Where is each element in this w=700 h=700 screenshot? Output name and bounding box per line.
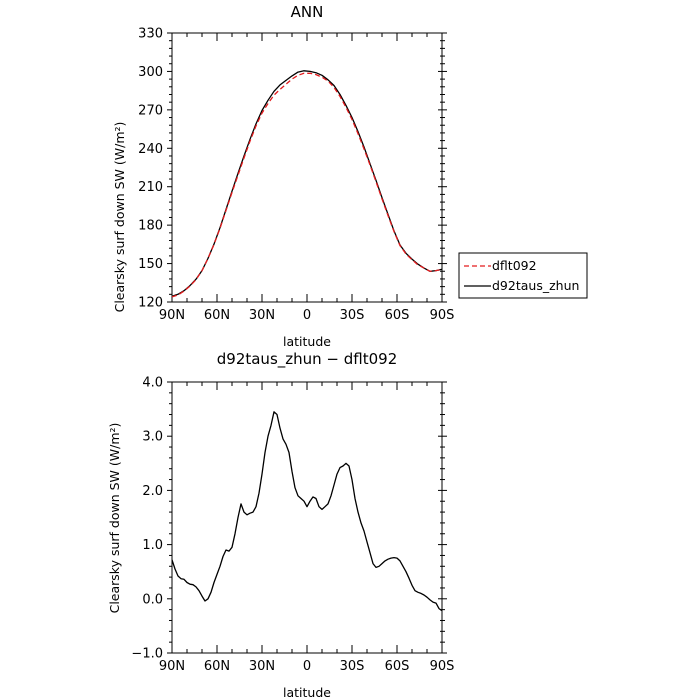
legend-label-dflt092: dflt092	[492, 258, 537, 273]
bottom-chart-y-tick-label: 3.0	[142, 430, 163, 445]
bottom-chart-y-axis-label: Clearsky surf down SW (W/m²)	[107, 423, 122, 614]
bottom-chart-x-tick-label: 60N	[204, 659, 230, 674]
bottom-chart-panel: d92taus_zhun − dflt092 90N 60N 30N 0 30S 60S 9…	[107, 350, 454, 700]
top-chart-x-tick-label: 30S	[340, 308, 365, 323]
top-chart-x-axis-label: latitude	[283, 334, 331, 349]
bottom-chart-x-tick-label: 30S	[340, 659, 365, 674]
bottom-chart-y-tick-label: 0.0	[142, 592, 163, 607]
top-chart-y-tick-label: 330	[138, 27, 163, 42]
top-chart-legend: dflt092 d92taus_zhun	[458, 252, 588, 299]
top-chart-x-tick-label: 90S	[430, 308, 455, 323]
bottom-chart-y-tick-label: −1.0	[131, 647, 163, 662]
bottom-chart-series-line-difference	[171, 411, 443, 612]
top-chart-x-tick-label: 30N	[249, 308, 275, 323]
top-chart-y-tick-label: 180	[138, 219, 163, 234]
top-chart-y-tick-label: 210	[138, 180, 163, 195]
top-chart-y-axis-label: Clearsky surf down SW (W/m²)	[112, 122, 127, 313]
top-chart-x-tick-label: 0	[303, 308, 311, 323]
top-chart-panel: ANN 90N 60N 30N 0 30S 60S 90S 120 150 180 210 240 27…	[112, 3, 588, 349]
bottom-chart-y-tick-label: 1.0	[142, 538, 163, 553]
legend-box	[458, 252, 588, 299]
bottom-chart-x-tick-label: 30N	[249, 659, 275, 674]
top-chart-y-tick-label: 120	[138, 296, 163, 311]
top-chart-series-line-dflt092	[171, 72, 443, 298]
legend-label-d92taus-zhun: d92taus_zhun	[492, 278, 579, 293]
top-chart-y-tick-label: 240	[138, 142, 163, 157]
top-chart-x-tick-label: 60S	[385, 308, 410, 323]
bottom-chart-x-tick-label: 90S	[430, 659, 455, 674]
bottom-chart-title: d92taus_zhun − dflt092	[217, 350, 397, 369]
top-chart-y-tick-label: 150	[138, 257, 163, 272]
bottom-chart-y-tick-label: 2.0	[142, 484, 163, 499]
bottom-chart-x-tick-label: 0	[303, 659, 311, 674]
top-chart-x-tick-label: 60N	[204, 308, 230, 323]
top-chart-y-tick-label: 300	[138, 65, 163, 80]
top-chart-title: ANN	[291, 3, 324, 21]
top-chart-y-tick-label: 270	[138, 103, 163, 118]
top-chart-x-tick-label: 90N	[159, 308, 185, 323]
bottom-chart-x-tick-label: 60S	[385, 659, 410, 674]
bottom-chart-x-tick-label: 90N	[159, 659, 185, 674]
bottom-chart-y-tick-label: 4.0	[142, 376, 163, 391]
bottom-chart-x-axis-label: latitude	[283, 685, 331, 700]
